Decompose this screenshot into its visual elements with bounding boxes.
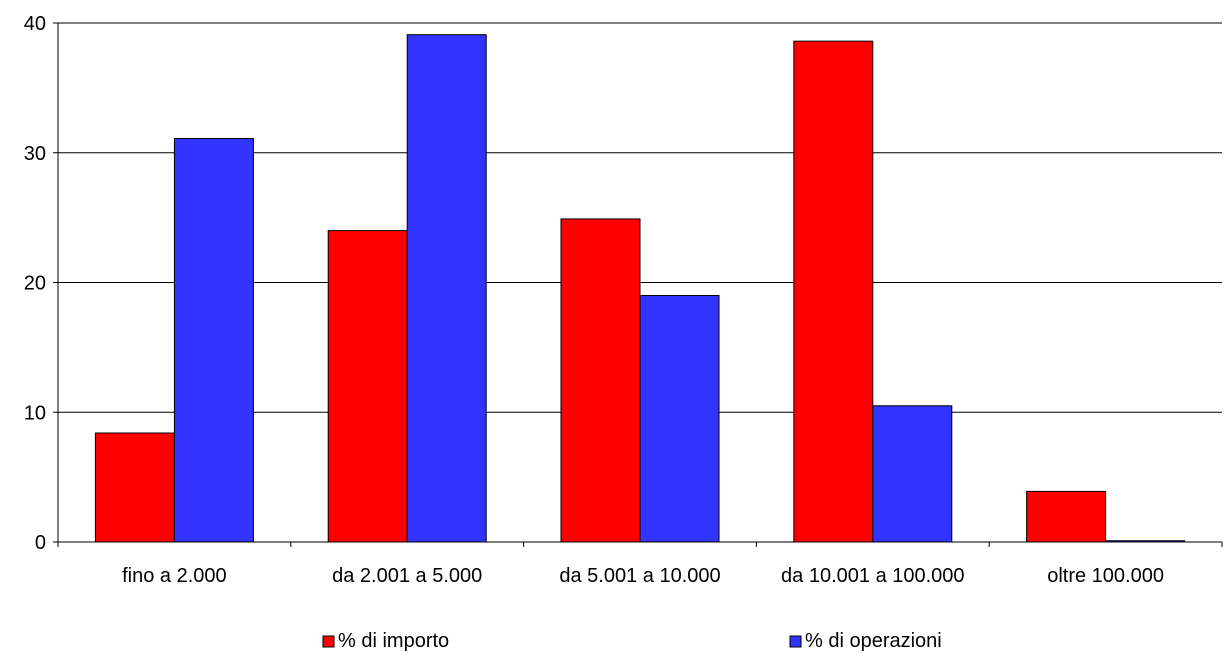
x-tick-label: fino a 2.000 [122, 565, 227, 587]
legend-swatch [322, 635, 335, 648]
y-axis-ticks: 0 10 20 30 40 [24, 13, 58, 554]
y-tick-label: 20 [24, 273, 46, 295]
x-tick-label: da 5.001 a 10.000 [559, 565, 720, 587]
bar-operazioni [173, 137, 254, 543]
legend-label: % di operazioni [805, 630, 942, 652]
bar-importo [560, 218, 641, 543]
x-tick-label: da 10.001 a 100.000 [781, 565, 965, 587]
bar-operazioni [406, 34, 487, 543]
legend-swatch [789, 635, 802, 648]
bar-importo [1026, 490, 1107, 543]
x-tick-label: da 2.001 a 5.000 [332, 565, 482, 587]
x-axis-labels: fino a 2.000 da 2.001 a 5.000 da 5.001 a 1… [122, 565, 1164, 587]
legend: % di importo % di operazioni [322, 630, 942, 652]
y-tick-label: 10 [24, 402, 46, 424]
y-tick-label: 40 [24, 13, 46, 35]
bar-importo [94, 432, 175, 543]
x-axis [57, 23, 1223, 547]
bar-operazioni [872, 405, 953, 543]
bar-operazioni [639, 294, 720, 543]
bars [94, 34, 1186, 543]
bar-importo [793, 40, 874, 543]
x-tick-label: oltre 100.000 [1047, 565, 1164, 587]
bar-importo [327, 230, 408, 543]
y-tick-label: 30 [24, 143, 46, 165]
legend-label: % di importo [338, 630, 449, 652]
y-tick-label: 0 [35, 532, 46, 554]
